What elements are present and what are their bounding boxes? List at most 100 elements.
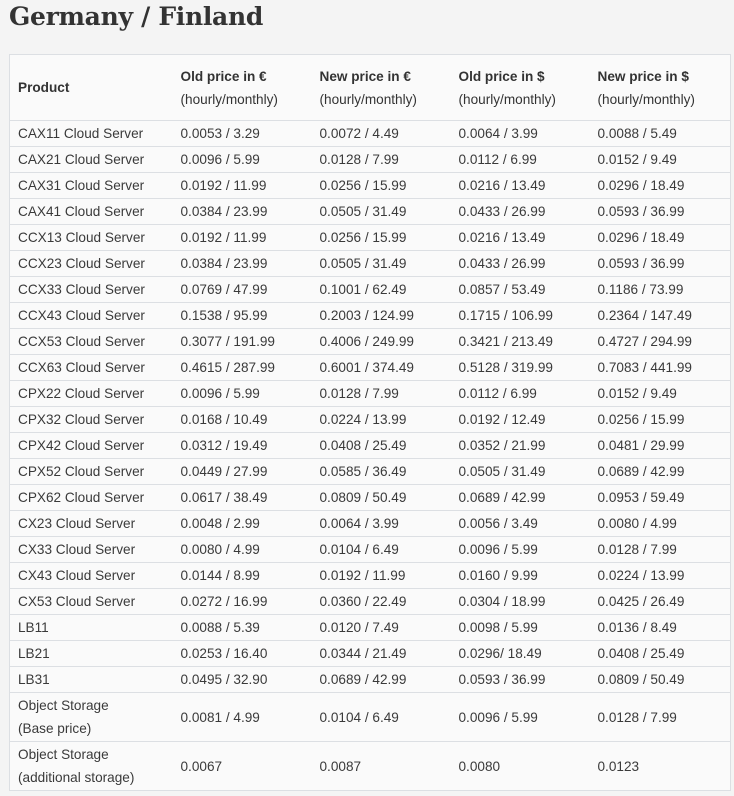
cell-new-price-eur: 0.0064 / 3.99 <box>311 510 451 537</box>
table-row: CCX43 Cloud Server 0.1538 / 95.99 0.2003 /… <box>9 302 731 329</box>
product-name: CCX23 Cloud Server <box>18 256 145 271</box>
cell-old-price-eur: 0.0617 / 38.49 <box>172 484 312 511</box>
column-header-old-price-eur: Old price in € (hourly/monthly) <box>172 54 312 121</box>
cell-product: CPX42 Cloud Server <box>9 432 173 459</box>
cell-old-price-usd: 0.0216 / 13.49 <box>450 224 590 251</box>
header-line: Old price in $ <box>458 68 545 84</box>
product-name: CX53 Cloud Server <box>18 594 136 609</box>
cell-old-price-usd: 0.0056 / 3.49 <box>450 510 590 537</box>
cell-product: CAX41 Cloud Server <box>9 198 173 225</box>
table-row: CCX33 Cloud Server 0.0769 / 47.99 0.1001 /… <box>9 276 731 303</box>
product-name: Object Storage <box>18 698 109 713</box>
cell-new-price-usd: 0.0088 / 5.49 <box>589 120 731 147</box>
cell-new-price-usd: 0.0152 / 9.49 <box>589 380 731 407</box>
product-name: CPX52 Cloud Server <box>18 464 145 479</box>
cell-old-price-eur: 0.0449 / 27.99 <box>172 458 312 485</box>
column-header-product: Product <box>9 54 173 121</box>
table-header-row: Product Old price in € (hourly/monthly) New… <box>9 54 731 121</box>
cell-old-price-eur: 0.0272 / 16.99 <box>172 588 312 615</box>
table-row: CX43 Cloud Server 0.0144 / 8.99 0.0192 / 1… <box>9 562 731 589</box>
cell-product: CCX63 Cloud Server <box>9 354 173 381</box>
cell-new-price-eur: 0.0072 / 4.49 <box>311 120 451 147</box>
table-row: CAX11 Cloud Server 0.0053 / 3.29 0.0072 / … <box>9 120 731 147</box>
cell-old-price-usd: 0.0080 <box>450 741 590 791</box>
product-name: CPX62 Cloud Server <box>18 490 145 505</box>
cell-product: CCX13 Cloud Server <box>9 224 173 251</box>
cell-old-price-eur: 0.0080 / 4.99 <box>172 536 312 563</box>
cell-new-price-eur: 0.0128 / 7.99 <box>311 146 451 173</box>
cell-new-price-usd: 0.0593 / 36.99 <box>589 198 731 225</box>
cell-new-price-eur: 0.0120 / 7.49 <box>311 614 451 641</box>
cell-new-price-usd: 0.0080 / 4.99 <box>589 510 731 537</box>
table-row: CPX32 Cloud Server 0.0168 / 10.49 0.0224 /… <box>9 406 731 433</box>
cell-old-price-usd: 0.0689 / 42.99 <box>450 484 590 511</box>
table-row: CCX63 Cloud Server 0.4615 / 287.99 0.6001 … <box>9 354 731 381</box>
table-row: CPX42 Cloud Server 0.0312 / 19.49 0.0408 /… <box>9 432 731 459</box>
cell-new-price-eur: 0.0087 <box>311 741 451 791</box>
cell-new-price-usd: 0.1186 / 73.99 <box>589 276 731 303</box>
product-name: CPX32 Cloud Server <box>18 412 145 427</box>
table-row: CAX21 Cloud Server 0.0096 / 5.99 0.0128 / … <box>9 146 731 173</box>
cell-product: CX53 Cloud Server <box>9 588 173 615</box>
cell-new-price-eur: 0.0224 / 13.99 <box>311 406 451 433</box>
cell-old-price-eur: 0.0384 / 23.99 <box>172 198 312 225</box>
cell-old-price-eur: 0.3077 / 191.99 <box>172 328 312 355</box>
cell-product: LB21 <box>9 640 173 667</box>
cell-old-price-usd: 0.0216 / 13.49 <box>450 172 590 199</box>
cell-old-price-usd: 0.0096 / 5.99 <box>450 536 590 563</box>
cell-new-price-usd: 0.4727 / 294.99 <box>589 328 731 355</box>
cell-old-price-usd: 0.0112 / 6.99 <box>450 380 590 407</box>
cell-new-price-eur: 0.0809 / 50.49 <box>311 484 451 511</box>
cell-old-price-eur: 0.0384 / 23.99 <box>172 250 312 277</box>
cell-old-price-eur: 0.0769 / 47.99 <box>172 276 312 303</box>
product-name: CCX63 Cloud Server <box>18 360 145 375</box>
cell-product: CX23 Cloud Server <box>9 510 173 537</box>
cell-old-price-usd: 0.0304 / 18.99 <box>450 588 590 615</box>
cell-product: CCX43 Cloud Server <box>9 302 173 329</box>
cell-new-price-eur: 0.0256 / 15.99 <box>311 224 451 251</box>
cell-new-price-eur: 0.0505 / 31.49 <box>311 198 451 225</box>
cell-new-price-usd: 0.0809 / 50.49 <box>589 666 731 693</box>
cell-old-price-usd: 0.0192 / 12.49 <box>450 406 590 433</box>
cell-new-price-usd: 0.0256 / 15.99 <box>589 406 731 433</box>
product-name: LB11 <box>18 620 49 635</box>
cell-new-price-eur: 0.0505 / 31.49 <box>311 250 451 277</box>
product-name: LB21 <box>18 646 50 661</box>
cell-old-price-usd: 0.0064 / 3.99 <box>450 120 590 147</box>
cell-new-price-usd: 0.0425 / 26.49 <box>589 588 731 615</box>
header-line: (hourly/monthly) <box>458 91 556 107</box>
cell-new-price-eur: 0.0192 / 11.99 <box>311 562 451 589</box>
cell-old-price-usd: 0.0433 / 26.99 <box>450 198 590 225</box>
cell-new-price-usd: 0.0593 / 36.99 <box>589 250 731 277</box>
cell-new-price-eur: 0.0344 / 21.49 <box>311 640 451 667</box>
product-name: CCX33 Cloud Server <box>18 282 145 297</box>
cell-old-price-usd: 0.0505 / 31.49 <box>450 458 590 485</box>
cell-old-price-eur: 0.1538 / 95.99 <box>172 302 312 329</box>
cell-old-price-usd: 0.0296/ 18.49 <box>450 640 590 667</box>
cell-new-price-usd: 0.0152 / 9.49 <box>589 146 731 173</box>
cell-old-price-usd: 0.0098 / 5.99 <box>450 614 590 641</box>
cell-new-price-usd: 0.0689 / 42.99 <box>589 458 731 485</box>
product-name: (Base price) <box>18 721 92 736</box>
product-name: CAX41 Cloud Server <box>18 204 145 219</box>
cell-product: CPX52 Cloud Server <box>9 458 173 485</box>
pricing-table: Product Old price in € (hourly/monthly) New… <box>9 54 731 791</box>
cell-new-price-eur: 0.0408 / 25.49 <box>311 432 451 459</box>
cell-new-price-eur: 0.6001 / 374.49 <box>311 354 451 381</box>
header-line: New price in € <box>319 68 411 84</box>
table-row: CCX23 Cloud Server 0.0384 / 23.99 0.0505 /… <box>9 250 731 277</box>
cell-old-price-eur: 0.0048 / 2.99 <box>172 510 312 537</box>
cell-old-price-usd: 0.0096 / 5.99 <box>450 692 590 742</box>
cell-product: Object Storage (additional storage) <box>9 741 173 791</box>
cell-new-price-usd: 0.0224 / 13.99 <box>589 562 731 589</box>
cell-old-price-eur: 0.0096 / 5.99 <box>172 146 312 173</box>
table-row: CPX52 Cloud Server 0.0449 / 27.99 0.0585 /… <box>9 458 731 485</box>
table-row: Object Storage (additional storage) 0.0067… <box>9 741 731 791</box>
product-name: CCX53 Cloud Server <box>18 334 145 349</box>
cell-new-price-usd: 0.0953 / 59.49 <box>589 484 731 511</box>
cell-new-price-eur: 0.0360 / 22.49 <box>311 588 451 615</box>
cell-new-price-usd: 0.0296 / 18.49 <box>589 224 731 251</box>
product-name: Object Storage <box>18 747 109 762</box>
cell-product: CX43 Cloud Server <box>9 562 173 589</box>
cell-new-price-usd: 0.0123 <box>589 741 731 791</box>
